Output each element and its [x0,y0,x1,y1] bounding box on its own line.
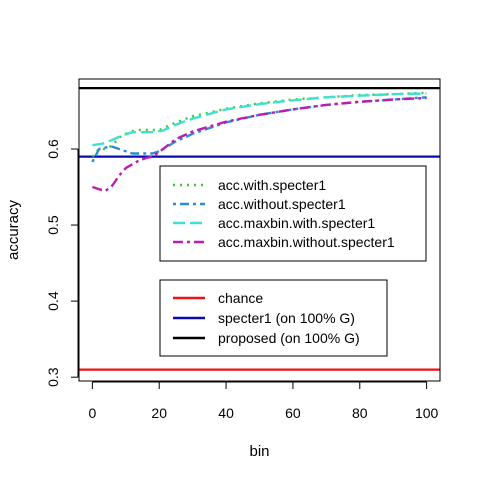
legend-series: acc.with.specter1 acc.without.specter1 acc… [159,165,427,262]
legend-label: acc.with.specter1 [218,177,326,193]
series-lines [91,91,427,193]
x-tick-label: 20 [151,405,167,421]
x-tick-label: 60 [285,405,301,421]
x-tick-label: 40 [218,405,234,421]
plot-frame [78,78,441,382]
x-tick-label: 100 [415,405,439,421]
y-tick-label: 0.4 [45,291,61,311]
y-tick-label: 0.3 [45,367,61,387]
series-line-acc-maxbin-with-specter1 [92,92,427,147]
legend-reference: chance specter1 (on 100% G) proposed (on 1… [159,279,388,357]
legend-label: proposed (on 100% G) [218,330,360,346]
x-tick-label: 0 [88,405,96,421]
legend-box [159,165,427,262]
reference-lines [79,87,440,371]
legend-label: chance [218,290,263,306]
legend-label: specter1 (on 100% G) [218,310,355,326]
x-tick-label: 80 [352,405,368,421]
y-tick-label: 0.5 [45,215,61,235]
y-tick-label: 0.6 [45,139,61,159]
y-axis-label: accuracy [5,199,22,260]
legend-label: acc.maxbin.with.specter1 [218,215,375,231]
axes: 0 20 40 60 80 100 0.3 0.4 0.5 0.6 [45,139,439,421]
series-line-acc-maxbin-without-specter1 [92,96,427,193]
legend-label: acc.without.specter1 [218,196,346,212]
x-axis-label: bin [249,443,269,460]
legend-label: acc.maxbin.without.specter1 [218,234,395,250]
